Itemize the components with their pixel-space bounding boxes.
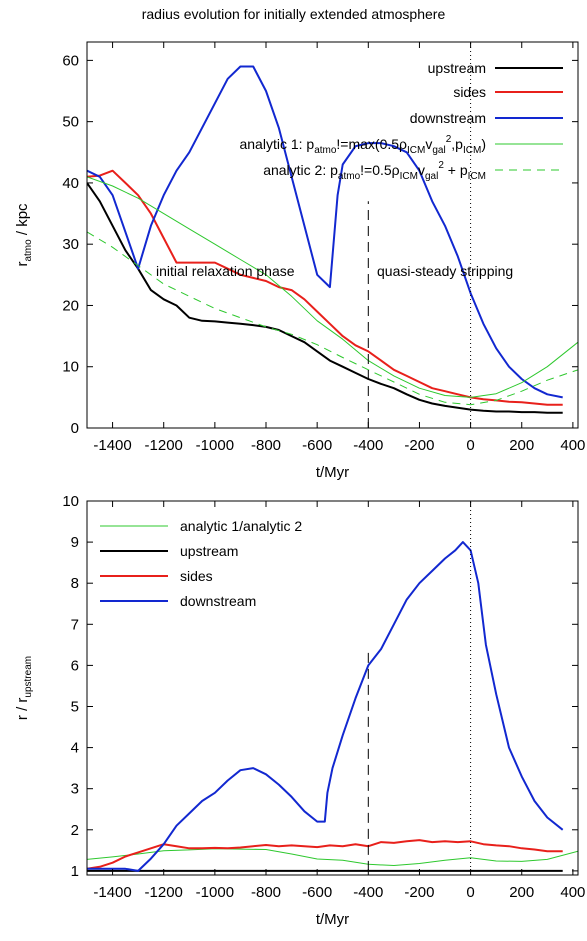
bottom-chart-x-axis-label: t/Myr xyxy=(316,911,349,928)
x-tick-label: -1000 xyxy=(196,437,234,454)
legend-label-upstream: upstream xyxy=(428,60,486,76)
y-tick-label: 1 xyxy=(71,863,79,880)
x-tick-label: 200 xyxy=(509,884,534,901)
x-tick-label: -1200 xyxy=(145,884,183,901)
x-tick-label: -400 xyxy=(353,437,383,454)
y-tick-label: 4 xyxy=(71,740,79,757)
legend-label-upstream: upstream xyxy=(180,543,238,559)
bottom-chart: -1400 -1200 -1000 -800 -600 -400 -200 0 200 400 1 2… xyxy=(14,493,585,928)
y-tick-label: 50 xyxy=(62,114,79,131)
series-line-upstream xyxy=(87,182,563,414)
bottom-chart-y-axis-label: r / rupstream xyxy=(14,656,34,720)
x-tick-label: -600 xyxy=(302,884,332,901)
x-tick-label: -1200 xyxy=(145,437,183,454)
top-chart-ticks: -1400 -1200 -1000 -800 -600 -400 -200 0 200 400 0 1… xyxy=(62,42,585,454)
series-line-analytic-2-p-atmo-0-5-ic xyxy=(87,231,578,406)
legend-entry-upstream: upstream xyxy=(428,60,563,76)
x-tick-label: 200 xyxy=(509,437,534,454)
top-chart-x-axis-label: t/Myr xyxy=(316,464,349,481)
legend-entry-analytic-1: analytic 1: patmo!=max(0.5ρICMvgal2,pICM… xyxy=(239,134,563,156)
legend-label-analytic-1: analytic 1: patmo!=max(0.5ρICMvgal2,pICM… xyxy=(239,134,486,156)
legend-label-sides: sides xyxy=(453,84,486,100)
series-line-analytic-1-analytic-2 xyxy=(87,848,578,866)
annotation-quasi-steady-stripping: quasi-steady stripping xyxy=(377,263,513,279)
y-tick-label: 8 xyxy=(71,575,79,592)
top-chart: -1400 -1200 -1000 -800 -600 -400 -200 0 200 400 0 1… xyxy=(14,41,585,481)
x-tick-label: -200 xyxy=(404,437,434,454)
y-tick-label: 6 xyxy=(71,657,79,674)
y-tick-label: 10 xyxy=(62,493,79,510)
legend-label-ratio: analytic 1/analytic 2 xyxy=(180,518,302,534)
bottom-chart-plot-frame xyxy=(86,500,579,876)
legend-entry-sides: sides xyxy=(100,568,213,584)
y-tick-label: 5 xyxy=(71,698,79,715)
y-tick-label: 2 xyxy=(71,822,79,839)
x-tick-label: -1000 xyxy=(196,884,234,901)
annotation-initial-relaxation: initial relaxation phase xyxy=(156,263,295,279)
x-tick-label: -200 xyxy=(404,884,434,901)
top-chart-series xyxy=(87,65,578,414)
x-tick-label: -1400 xyxy=(93,437,131,454)
top-chart-y-axis-label: ratmo / kpc xyxy=(14,203,34,267)
series-line-analytic-1-p-atmo-max-0- xyxy=(87,176,578,398)
chart-title: radius evolution for initially extended … xyxy=(142,6,446,22)
bottom-chart-legend: analytic 1/analytic 2 upstream sides dow… xyxy=(100,518,302,609)
x-tick-label: -800 xyxy=(251,437,281,454)
x-tick-label: -400 xyxy=(353,884,383,901)
legend-label-sides: sides xyxy=(180,568,213,584)
series-line-downstream xyxy=(87,65,563,399)
series-line-downstream xyxy=(87,541,564,872)
series-line-sides xyxy=(87,839,563,870)
legend-entry-downstream: downstream xyxy=(100,593,256,609)
legend-entry-analytic-2: analytic 2: patmo!=0.5ρICMvgal2 + pICM xyxy=(263,160,563,182)
legend-label-downstream: downstream xyxy=(180,593,256,609)
top-chart-plot-frame xyxy=(86,41,579,429)
y-tick-label: 7 xyxy=(71,616,79,633)
y-tick-label: 9 xyxy=(71,534,79,551)
bottom-chart-ticks: -1400 -1200 -1000 -800 -600 -400 -200 0 200 400 1 2… xyxy=(62,493,585,901)
x-tick-label: -600 xyxy=(302,437,332,454)
y-tick-label: 60 xyxy=(62,52,79,69)
legend-label-analytic-2: analytic 2: patmo!=0.5ρICMvgal2 + pICM xyxy=(263,160,486,182)
y-tick-label: 0 xyxy=(71,420,79,437)
bottom-chart-reference-lines xyxy=(367,501,472,875)
legend-entry-ratio: analytic 1/analytic 2 xyxy=(100,518,302,534)
legend-label-downstream: downstream xyxy=(410,110,486,126)
legend-entry-downstream: downstream xyxy=(410,110,563,126)
y-tick-label: 10 xyxy=(62,359,79,376)
y-tick-label: 3 xyxy=(71,781,79,798)
top-chart-legend: upstream sides downstream analytic 1: pa… xyxy=(239,60,563,182)
x-tick-label: -1400 xyxy=(93,884,131,901)
legend-entry-sides: sides xyxy=(453,84,563,100)
legend-entry-upstream: upstream xyxy=(100,543,238,559)
x-tick-label: -800 xyxy=(251,884,281,901)
x-tick-label: 0 xyxy=(466,884,474,901)
y-tick-label: 20 xyxy=(62,297,79,314)
y-tick-label: 40 xyxy=(62,175,79,192)
x-tick-label: 400 xyxy=(560,884,585,901)
top-chart-reference-lines xyxy=(367,42,472,428)
y-tick-label: 30 xyxy=(62,236,79,253)
x-tick-label: 0 xyxy=(466,437,474,454)
bottom-chart-series xyxy=(87,541,578,872)
series-line-sides xyxy=(87,169,563,406)
x-tick-label: 400 xyxy=(560,437,585,454)
